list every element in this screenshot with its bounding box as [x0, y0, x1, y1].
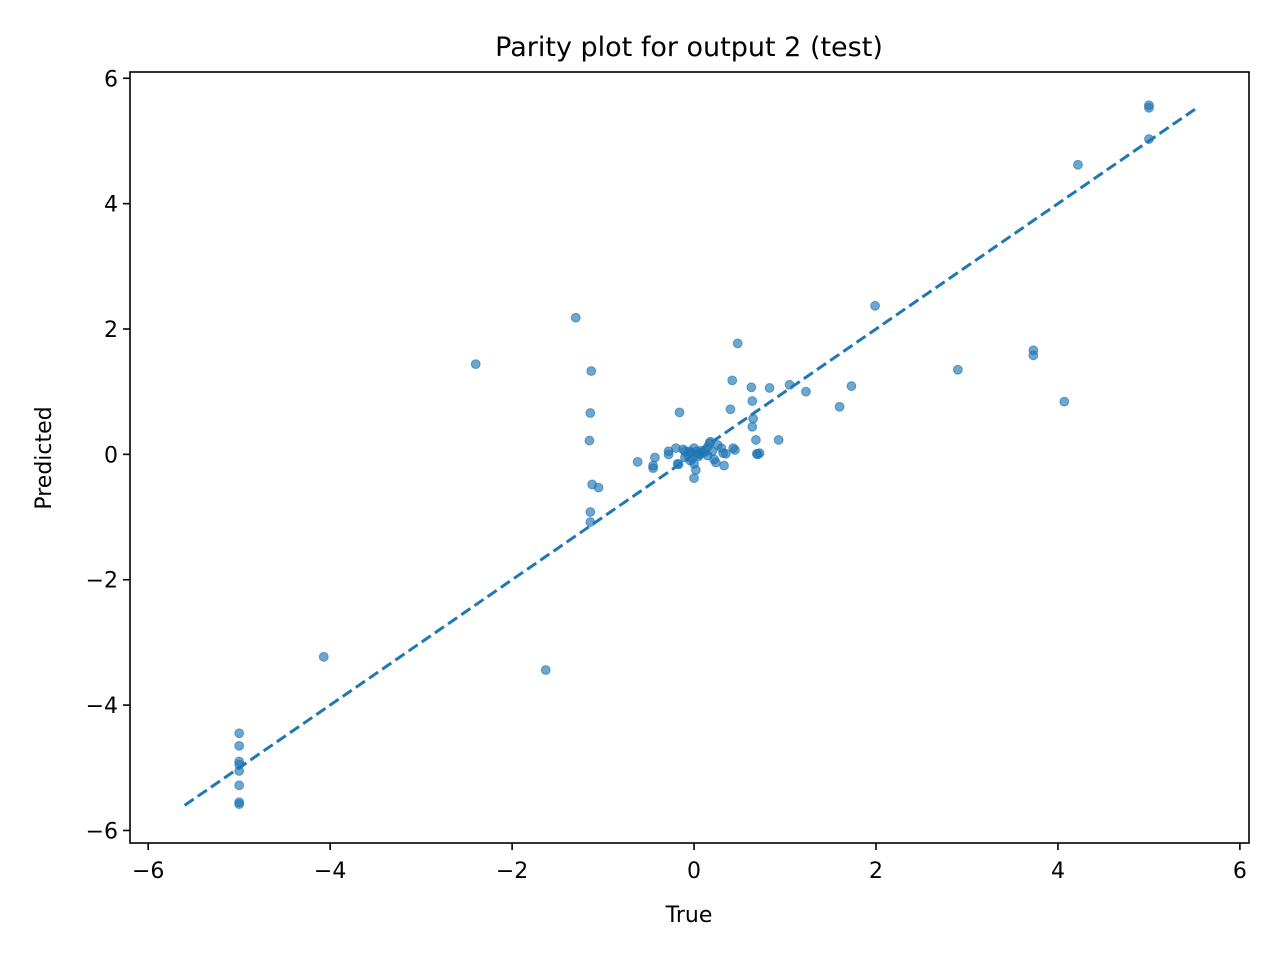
data-point [690, 465, 701, 475]
data-point [751, 435, 761, 445]
data-point [732, 338, 743, 349]
data-point [586, 366, 597, 376]
x-axis-label: True [665, 903, 713, 928]
data-point [773, 435, 784, 445]
data-point [318, 651, 329, 662]
plot-area [183, 100, 1200, 810]
data-point [1028, 350, 1039, 361]
y-tick-label: −2 [86, 569, 118, 594]
data-point [747, 396, 758, 406]
data-point [1059, 396, 1070, 407]
plot-frame [129, 71, 1250, 844]
x-tick-label: 0 [687, 859, 701, 884]
data-point [952, 364, 963, 375]
data-point [719, 460, 729, 471]
data-point [632, 456, 643, 467]
data-point [834, 401, 845, 412]
data-point [584, 435, 595, 446]
data-point [1144, 102, 1154, 113]
data-point [234, 780, 245, 791]
data-point [764, 383, 775, 393]
x-tick-label: −4 [314, 859, 346, 884]
data-point [754, 448, 765, 459]
data-point [730, 445, 740, 455]
data-point [846, 381, 857, 391]
data-point [234, 740, 245, 751]
data-point [720, 448, 731, 459]
y-axis-label: Predicted [32, 406, 57, 509]
data-point [663, 449, 674, 460]
data-point [540, 665, 551, 675]
data-point [234, 728, 245, 739]
data-point [870, 300, 880, 311]
y-tick-label: 2 [104, 318, 118, 343]
data-point [470, 359, 481, 370]
x-axis: −6 −4 −2 0 2 4 6 [132, 843, 1247, 884]
data-point [1073, 159, 1083, 170]
data-point [674, 407, 685, 418]
y-tick-label: 4 [104, 193, 118, 218]
y-tick-label: −6 [86, 819, 118, 844]
x-tick-label: 2 [869, 859, 883, 884]
x-tick-label: −6 [132, 859, 164, 884]
data-point [689, 473, 699, 484]
data-point [748, 413, 759, 424]
data-point [746, 382, 757, 393]
data-point [801, 386, 811, 397]
data-point [585, 408, 596, 418]
data-point [725, 404, 736, 415]
data-point [648, 463, 659, 474]
x-tick-label: 4 [1051, 859, 1065, 884]
chart-title: Parity plot for output 2 (test) [495, 32, 883, 63]
data-point [570, 312, 581, 323]
y-axis: −6 −4 −2 0 2 4 6 [86, 67, 130, 844]
x-tick-label: 6 [1233, 859, 1247, 884]
y-tick-label: −4 [86, 694, 118, 719]
data-point [593, 482, 604, 493]
data-point [585, 507, 596, 517]
y-tick-label: 0 [104, 443, 118, 468]
data-point [650, 452, 660, 463]
data-point [234, 799, 245, 810]
reference-line [183, 105, 1200, 807]
x-tick-label: −2 [496, 859, 528, 884]
data-point [727, 375, 738, 386]
data-point [747, 421, 758, 432]
data-point [710, 457, 721, 468]
y-tick-label: 6 [104, 67, 118, 92]
